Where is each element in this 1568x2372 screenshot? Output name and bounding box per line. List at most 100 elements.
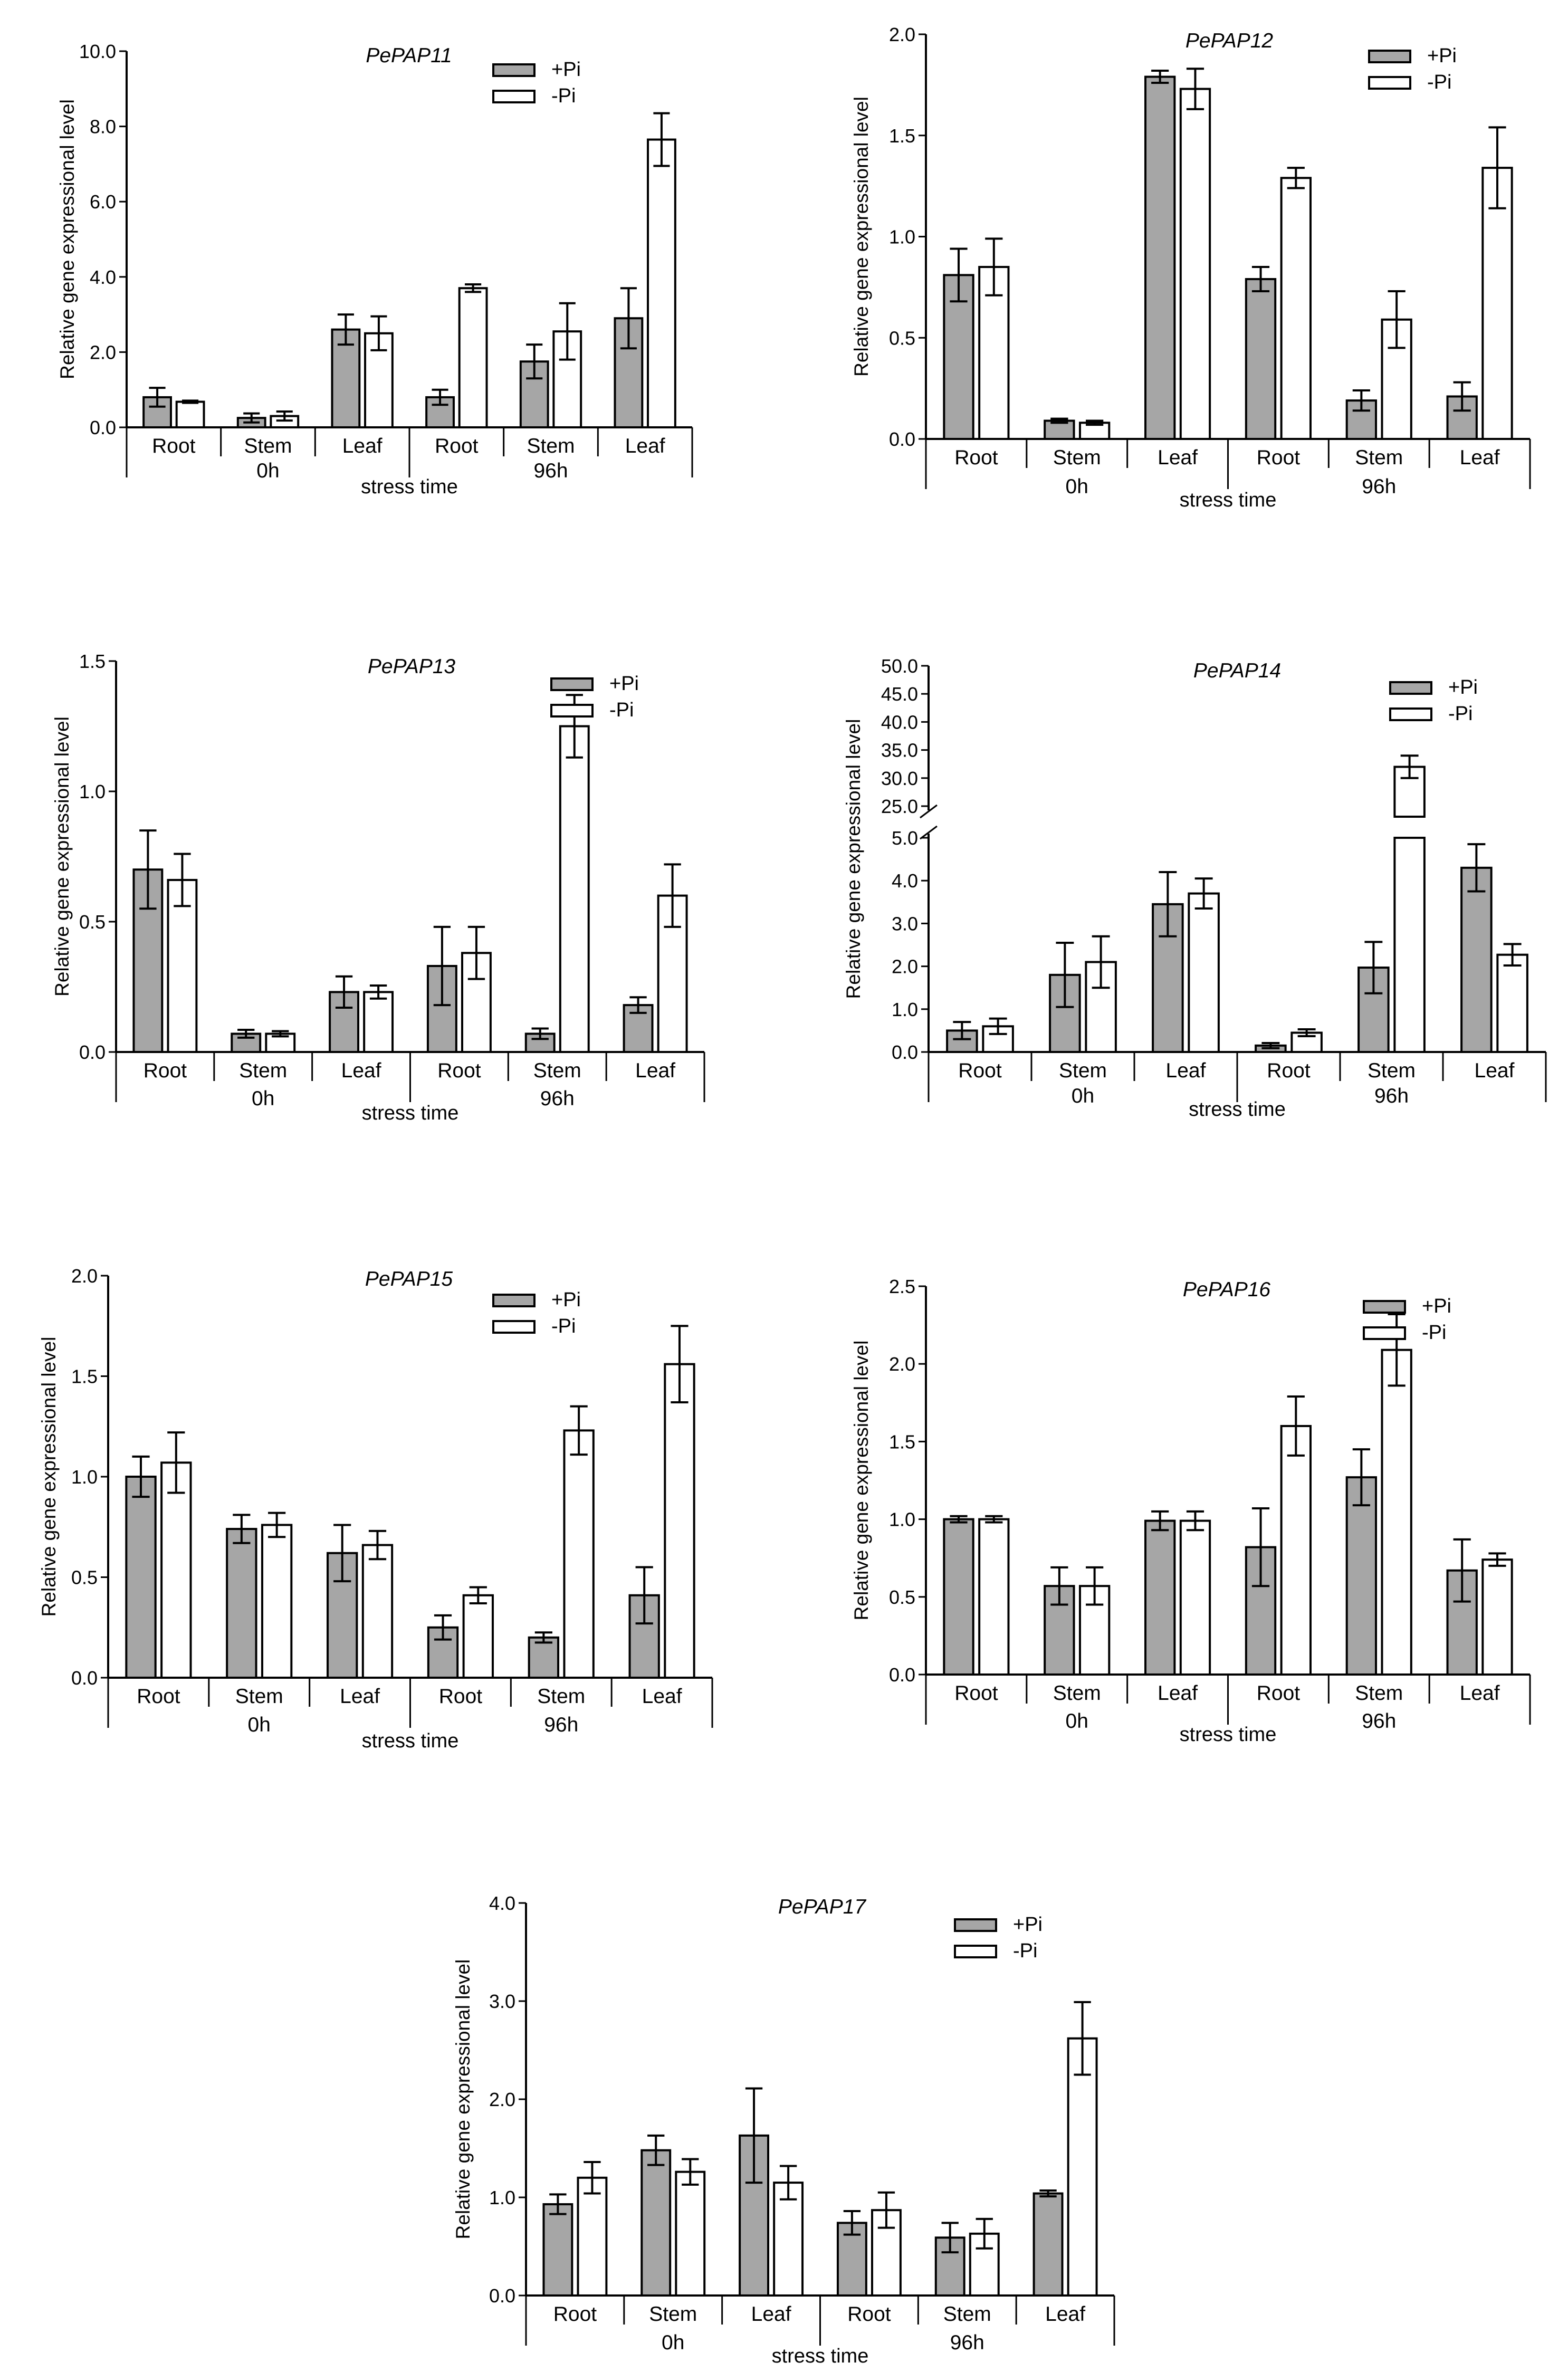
y-tick-label: 1.5 [889,1431,915,1452]
chart-panel-4: 0.0 1.0 2.0 3.0 4.0 5.0 25.0 30.0 35.0 40.0 45.0 50… [843,655,1547,1121]
x-axis-title: stress time [362,1730,459,1752]
chart-title: PePAP12 [1185,30,1274,52]
chart-panel-5: 0.0 0.5 1.0 1.5 2.0 Relative gene expressiona… [38,1265,713,1752]
chart-panel-7: 0.0 1.0 2.0 3.0 4.0 Relative gene expressiona… [452,1892,1115,2367]
x-group-label: 0h [662,2331,684,2354]
axis-break-mark [920,825,938,840]
x-category-label: Leaf [1158,1682,1198,1705]
x-category-label: Root [1257,446,1301,469]
y-tick-label: 0.0 [889,428,915,450]
chart-title: PePAP13 [368,655,456,678]
legend-swatch-plus-pi [550,677,594,691]
bar-minus-pi [261,1524,293,1679]
x-group-label: 96h [544,1714,578,1736]
legend-swatch-minus-pi [954,1945,997,1958]
x-category-label: Leaf [751,2303,791,2326]
bar-plus-pi [1460,866,1493,1053]
x-axis-title: stress time [362,1102,459,1124]
x-category-label: Stem [527,435,575,457]
bar-minus-pi [361,1544,394,1679]
axis-break-mark [920,804,938,819]
x-category-label: Stem [239,1059,287,1082]
legend-swatch-minus-pi [1363,1326,1406,1340]
x-category-label: Stem [649,2303,697,2326]
bar-minus-pi [1481,1558,1513,1676]
y-tick-label: 0.0 [71,1667,98,1689]
y-tick-label: 6.0 [90,191,116,213]
x-group-label: 96h [1374,1085,1409,1107]
y-axis-title: Relative gene expressional level [850,97,872,377]
bar-plus-pi [1144,75,1176,441]
y-tick-label: 1.0 [892,999,918,1020]
bar-plus-pi [1049,973,1081,1053]
x-category-label: Root [152,435,196,457]
legend-label: -Pi [1427,71,1451,93]
legend-swatch-plus-pi [1363,1300,1406,1314]
bar-plus-pi [640,2149,672,2297]
x-category-label: Leaf [340,1685,380,1708]
x-group-label: 96h [1362,1710,1396,1733]
bar-plus-pi [1345,1476,1378,1676]
legend-swatch-minus-pi [492,1320,536,1334]
x-category-label: Leaf [625,435,665,457]
chart-panel-2: 0.0 0.5 1.0 1.5 2.0 Relative gene expressiona… [850,24,1531,511]
x-category-label: Leaf [342,435,383,457]
legend-label: -Pi [609,699,634,721]
x-group-label: 0h [1066,1710,1088,1733]
legend-swatch-plus-pi [492,1294,536,1307]
chart-panel-3: 0.0 0.5 1.0 1.5 Relative gene expressional l… [51,651,705,1124]
y-tick-label: 2.0 [892,956,918,978]
legend-label: -Pi [1013,1940,1037,1962]
x-group-label: 0h [248,1714,271,1736]
bar-minus-pi [563,1429,595,1679]
y-tick-label: 3.0 [892,913,918,934]
x-category-label: Root [954,1682,998,1705]
legend-swatch-plus-pi [492,63,536,77]
x-category-label: Stem [537,1685,585,1708]
legend-label: +Pi [1013,1914,1043,1936]
x-group-label: 0h [1066,475,1088,498]
x-category-label: Stem [1355,446,1403,469]
y-tick-label: 25.0 [881,796,918,817]
bar-plus-pi [132,868,164,1053]
y-tick-label: 0.0 [489,2285,515,2307]
chart-panel-1: 0.0 2.0 4.0 6.0 8.0 10.0 Relative gene express… [56,41,693,498]
bar-minus-pi [871,2209,902,2297]
y-tick-label: 2.0 [889,24,915,45]
y-tick-label: 0.0 [79,1041,106,1063]
bar-plus-pi [1032,2192,1064,2297]
x-category-label: Root [954,446,998,469]
bar-minus-pi [167,878,198,1053]
legend-label: +Pi [551,1289,581,1311]
x-group-label: 96h [950,2331,984,2354]
y-tick-label: 5.0 [892,827,918,849]
x-category-label: Root [137,1685,180,1708]
bar-plus-pi [125,1476,157,1679]
y-axis-title: Relative gene expressional level [51,716,73,997]
bar-plus-pi [1144,1519,1176,1676]
bar-minus-pi [458,287,488,428]
y-tick-label: 0.0 [889,1664,915,1686]
x-group-label: 96h [1362,475,1396,498]
y-tick-label: 2.0 [90,341,116,363]
chart-title: PePAP15 [365,1268,453,1290]
x-group-label: 96h [533,460,568,482]
bar-minus-pi [559,725,590,1053]
x-category-label: Stem [943,2303,991,2326]
x-category-label: Leaf [635,1059,675,1082]
y-tick-label: 10.0 [79,41,116,62]
x-category-label: Stem [1368,1059,1416,1082]
x-category-label: Leaf [1460,1682,1500,1705]
bar-plus-pi [1245,278,1277,440]
y-tick-label: 1.5 [71,1366,98,1388]
x-category-label: Root [435,435,479,457]
y-axis-title: Relative gene expressional level [38,1337,60,1617]
x-category-label: Leaf [1460,446,1500,469]
x-category-label: Leaf [341,1059,381,1082]
y-tick-label: 1.0 [71,1466,98,1488]
x-category-label: Stem [1059,1059,1107,1082]
y-tick-label: 4.0 [892,870,918,892]
y-tick-label: 0.0 [892,1041,918,1063]
y-tick-label: 30.0 [881,768,918,789]
x-axis-title: stress time [1189,1098,1286,1121]
